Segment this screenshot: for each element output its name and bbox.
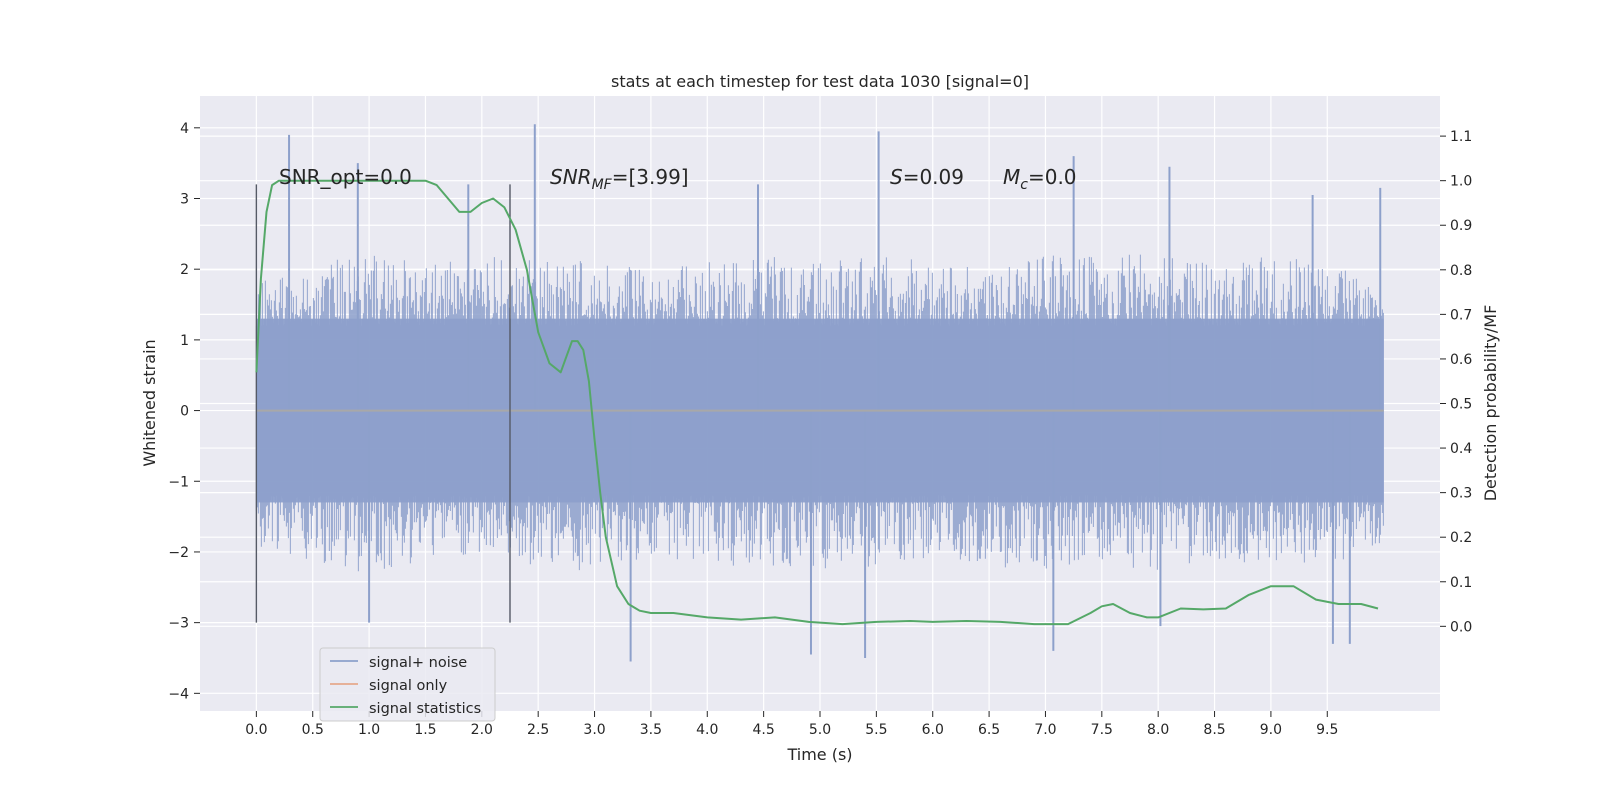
x-tick-label: 0.5: [302, 722, 324, 738]
y-tick-label-right: 0.7: [1450, 307, 1472, 323]
x-tick-label: 4.5: [753, 722, 775, 738]
x-axis-label: Time (s): [786, 745, 852, 764]
annotation-s: S=0.09: [890, 165, 964, 189]
y-tick-label-left: 4: [180, 121, 189, 137]
y-tick-label-left: −3: [168, 616, 189, 632]
y-tick-label-left: 0: [180, 404, 189, 420]
legend-label-signal-statistics: signal statistics: [369, 701, 481, 717]
s-value: =0.09: [903, 165, 964, 189]
mc-value: =0.0: [1028, 165, 1077, 189]
mc-symbol: M: [1003, 165, 1020, 189]
y-tick-label-right: 0.5: [1450, 397, 1472, 413]
y-tick-label-right: 0.8: [1450, 263, 1472, 279]
x-tick-label: 4.0: [696, 722, 718, 738]
legend: signal+ noise signal only signal statist…: [319, 647, 496, 722]
y-tick-label-left: 2: [180, 262, 189, 278]
snr-mf-symbol: SNR: [550, 165, 592, 189]
y-tick-label-left: −1: [168, 474, 189, 490]
x-tick-label: 3.5: [640, 722, 662, 738]
y-tick-label-right: 1.1: [1450, 129, 1472, 145]
axes: 0.0 0.5 1.0 1.5 2.0 2.5 3.0 3.5 4.0 4.5 5.0 5.5 6.0 6…: [168, 121, 1472, 738]
x-tick-label: 1.5: [414, 722, 436, 738]
annotation-mc: Mc=0.0: [1003, 165, 1077, 193]
y-axis-label-right: Detection probability/MF: [1481, 305, 1500, 502]
x-tick-label: 7.0: [1034, 722, 1056, 738]
y-tick-label-right: 0.4: [1450, 441, 1472, 457]
signal-statistics-line: [255, 179, 1379, 626]
x-tick-label: 8.0: [1147, 722, 1169, 738]
y-tick-label-right: 0.6: [1450, 352, 1472, 368]
x-tick-label: 8.5: [1203, 722, 1225, 738]
annotation-snr-mf: SNRMF=[3.99]: [550, 165, 689, 193]
x-tick-label: 6.0: [922, 722, 944, 738]
annotation-snr-opt: SNR_opt=0.0: [279, 165, 412, 189]
x-tick-label: 3.0: [583, 722, 605, 738]
y-tick-label-right: 0.3: [1450, 486, 1472, 502]
x-tick-label: 1.0: [358, 722, 380, 738]
y-tick-label-left: −4: [168, 686, 189, 702]
x-tick-label: 5.5: [865, 722, 887, 738]
x-tick-label: 7.5: [1091, 722, 1113, 738]
x-tick-label: 9.0: [1260, 722, 1282, 738]
plot-area: [255, 124, 1384, 662]
y-axis-label-left: Whitened strain: [140, 339, 159, 466]
x-tick-label: 2.0: [471, 722, 493, 738]
y-tick-label-right: 0.9: [1450, 218, 1472, 234]
x-tick-label: 2.5: [527, 722, 549, 738]
y-tick-label-left: 3: [180, 192, 189, 208]
x-tick-label: 5.0: [809, 722, 831, 738]
chart-title: stats at each timestep for test data 103…: [611, 72, 1029, 91]
y-tick-label-left: 1: [180, 333, 189, 349]
x-tick-label: 9.5: [1316, 722, 1338, 738]
y-tick-label-right: 0.2: [1450, 530, 1472, 546]
snr-mf-subscript: MF: [592, 177, 613, 193]
legend-label-signal-only: signal only: [369, 678, 448, 694]
snr-mf-value: =[3.99]: [612, 165, 689, 189]
s-symbol: S: [890, 165, 903, 189]
legend-label-signal-noise: signal+ noise: [369, 655, 467, 671]
y-tick-label-left: −2: [168, 545, 189, 561]
y-tick-label-right: 0.1: [1450, 575, 1472, 591]
y-tick-label-right: 1.0: [1450, 174, 1472, 190]
x-tick-label: 0.0: [245, 722, 267, 738]
x-tick-label: 6.5: [978, 722, 1000, 738]
legend-frame: [319, 647, 496, 722]
y-tick-label-right: 0.0: [1450, 619, 1472, 635]
mc-subscript: c: [1020, 177, 1028, 193]
